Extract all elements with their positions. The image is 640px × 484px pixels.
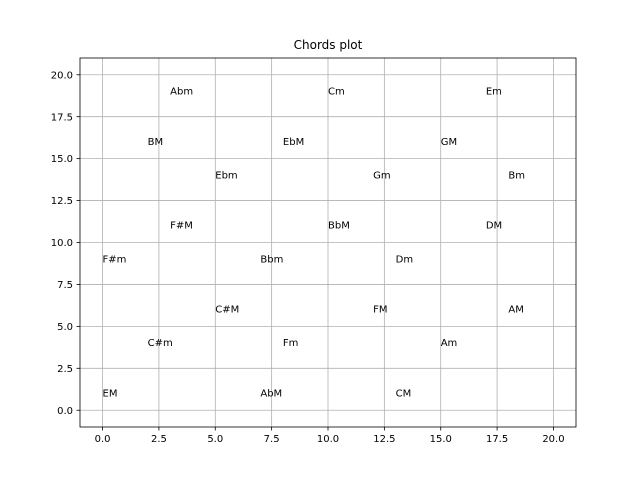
- chord-label: EbM: [283, 137, 304, 148]
- chord-label: Abm: [170, 87, 193, 98]
- y-tick-label: 0.0: [57, 406, 73, 417]
- chord-label: Gm: [373, 170, 391, 181]
- chord-label: Ebm: [215, 170, 237, 181]
- chord-label: BM: [148, 137, 164, 148]
- chord-label: Bm: [508, 170, 525, 181]
- y-tick-label: 15.0: [51, 154, 73, 165]
- chord-label: C#m: [148, 338, 173, 349]
- x-tick-label: 15.0: [430, 434, 452, 445]
- x-tick-label: 12.5: [373, 434, 395, 445]
- chord-label: AbM: [260, 388, 282, 399]
- chord-label: Dm: [396, 254, 413, 265]
- x-tick-label: 10.0: [317, 434, 339, 445]
- y-tick-label: 12.5: [51, 196, 73, 207]
- chord-label: BbM: [328, 221, 350, 232]
- y-tick-label: 5.0: [57, 322, 73, 333]
- x-tick-label: 2.5: [151, 434, 167, 445]
- y-tick-label: 17.5: [51, 112, 73, 123]
- chord-label: FM: [373, 305, 387, 316]
- x-tick-label: 7.5: [264, 434, 280, 445]
- chord-label: Cm: [328, 87, 345, 98]
- y-tick-label: 10.0: [51, 238, 73, 249]
- y-tick-label: 7.5: [57, 280, 73, 291]
- x-tick-label: 17.5: [486, 434, 508, 445]
- chord-label: F#M: [170, 221, 193, 232]
- chart-title: Chords plot: [294, 38, 363, 52]
- y-tick-label: 2.5: [57, 364, 73, 375]
- point-labels: Abm Cm Em BM EbM GM Ebm Gm Bm F#M BbM DM F#m Bbm Dm C#M…: [103, 87, 525, 400]
- chord-label: CM: [396, 388, 412, 399]
- chord-label: Am: [441, 338, 458, 349]
- chord-label: Em: [486, 87, 502, 98]
- chord-label: AM: [508, 305, 523, 316]
- chord-label: F#m: [103, 254, 127, 265]
- axis-ticks: 0.0 2.5 5.0 7.5 10.0 12.5 15.0 17.5 20.0 0.0 2.5 5.…: [51, 70, 565, 445]
- chord-label: GM: [441, 137, 457, 148]
- x-tick-label: 20.0: [542, 434, 564, 445]
- chord-label: Bbm: [260, 254, 283, 265]
- x-tick-label: 0.0: [95, 434, 111, 445]
- chord-label: DM: [486, 221, 502, 232]
- chord-label: EM: [103, 388, 118, 399]
- chord-label: Fm: [283, 338, 299, 349]
- y-tick-label: 20.0: [51, 70, 73, 81]
- chord-label: C#M: [215, 305, 239, 316]
- grid-layer: [80, 58, 576, 427]
- x-tick-label: 5.0: [207, 434, 223, 445]
